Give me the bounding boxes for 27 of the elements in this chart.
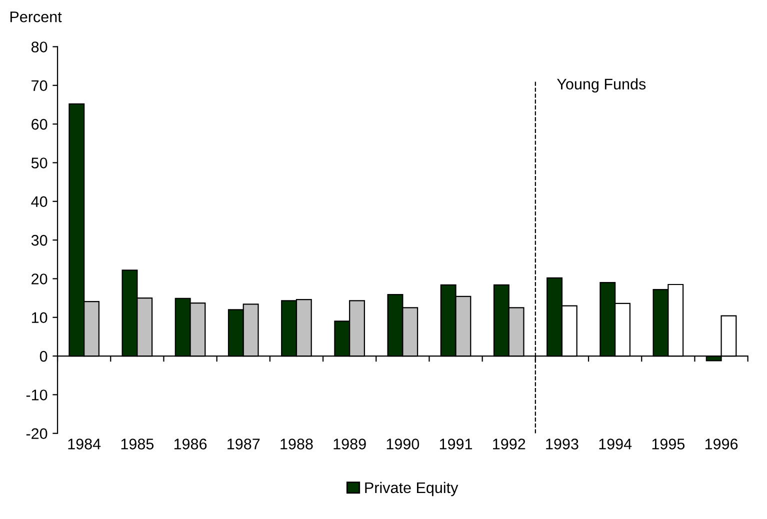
y-tick-label: -20 xyxy=(26,428,48,440)
x-tick-label: 1994 xyxy=(599,438,632,450)
y-tick-label: 20 xyxy=(32,274,48,284)
x-tick-label: 1989 xyxy=(334,438,366,450)
x-tick-label: 1985 xyxy=(121,438,154,450)
x-tick-label: 1993 xyxy=(546,438,578,450)
x-tick-label: 1996 xyxy=(705,438,738,450)
x-tick-label: 1984 xyxy=(68,438,101,450)
x-tick-label: 1995 xyxy=(652,438,685,450)
x-tick-label: 1990 xyxy=(386,438,420,450)
y-tick-label: 70 xyxy=(32,80,48,92)
y-tick-label: 30 xyxy=(31,234,48,246)
x-tick-label: 1986 xyxy=(174,438,207,450)
y-tick-label: 60 xyxy=(32,118,48,130)
y-tick-label: 80 xyxy=(31,42,48,52)
x-tick-label: 1991 xyxy=(440,438,472,450)
y-tick-label: 10 xyxy=(32,312,48,324)
y-axis-title: Percent xyxy=(10,12,62,22)
x-tick-label: 1992 xyxy=(493,438,526,450)
x-tick-label: 1987 xyxy=(228,438,260,450)
y-tick-label: 0 xyxy=(40,350,48,362)
y-tick-label: 50 xyxy=(31,158,48,168)
y-tick-label: 40 xyxy=(31,196,48,208)
ref-line-label: Young Funds xyxy=(557,78,646,92)
x-tick-label: 1988 xyxy=(280,438,313,450)
legend-label: Private Equity xyxy=(365,482,458,496)
y-tick-label: -10 xyxy=(26,390,48,400)
